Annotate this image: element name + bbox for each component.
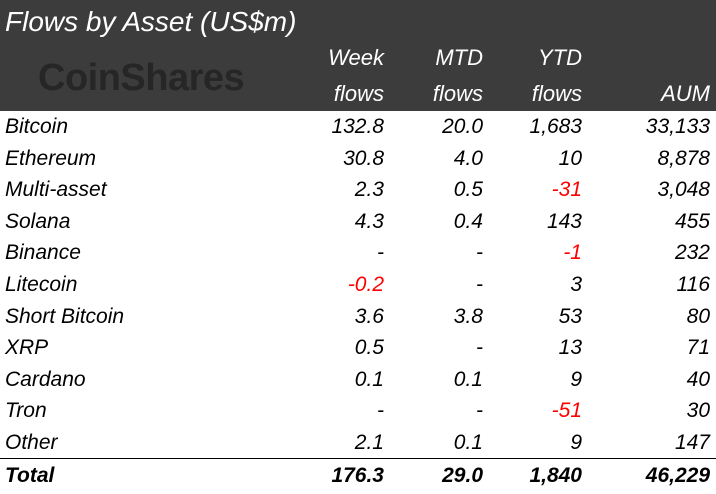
aum-value: 40 [686, 367, 710, 391]
total-week-flows: 176.3 [331, 464, 384, 487]
asset-name: Multi-asset [5, 178, 107, 202]
ytd-flows: 9 [570, 430, 582, 454]
asset-name: Tron [5, 399, 47, 423]
table-row: Litecoin -0.2 - 3 116 [0, 269, 716, 301]
mtd-flows: 20.0 [442, 115, 483, 138]
asset-name: XRP [5, 336, 49, 360]
column-header-week-line1: Week [328, 45, 384, 70]
week-flows: 0.5 [354, 336, 384, 360]
aum-value: 80 [686, 304, 710, 328]
mtd-flows: 0.5 [453, 178, 483, 202]
asset-name: Solana [5, 209, 71, 233]
total-mtd-flows: 29.0 [442, 464, 483, 487]
ytd-flows: 143 [546, 209, 582, 233]
week-flows: -0.2 [347, 272, 384, 296]
column-header-aum-line2: AUM [661, 81, 710, 106]
week-flows: 2.1 [354, 430, 384, 454]
ytd-flows: -1 [563, 241, 582, 265]
column-header-mtd-line1: MTD [435, 45, 483, 70]
ytd-flows: -31 [551, 178, 582, 202]
aum-value: 116 [676, 272, 710, 296]
mtd-flows: - [476, 399, 483, 423]
asset-name: Cardano [5, 367, 86, 391]
total-label: Total [5, 464, 55, 487]
table-row: Cardano 0.1 0.1 9 40 [0, 364, 716, 396]
aum-value: 33,133 [645, 115, 710, 138]
week-flows: - [377, 399, 384, 423]
column-header-ytd-line1: YTD [538, 45, 582, 70]
ytd-flows: 1,683 [529, 115, 582, 138]
table-row: Short Bitcoin 3.6 3.8 53 80 [0, 301, 716, 333]
table-row: Other 2.1 0.1 9 147 [0, 427, 716, 459]
mtd-flows: 0.4 [453, 209, 483, 233]
table-row: Binance - - -1 232 [0, 237, 716, 269]
table-row: XRP 0.5 - 13 71 [0, 332, 716, 364]
total-aum: 46,229 [645, 464, 710, 487]
table-row: Bitcoin 132.8 20.0 1,683 33,133 [0, 111, 716, 143]
mtd-flows: 4.0 [453, 146, 483, 170]
aum-value: 30 [686, 399, 710, 423]
total-row: Total 176.3 29.0 1,840 46,229 [0, 458, 716, 494]
asset-name: Ethereum [5, 146, 97, 170]
asset-name: Other [5, 430, 58, 454]
table-row: Solana 4.3 0.4 143 455 [0, 206, 716, 238]
week-flows: 2.3 [354, 178, 384, 202]
total-ytd-flows: 1,840 [529, 464, 582, 487]
asset-name: Bitcoin [5, 115, 69, 138]
ytd-flows: 9 [570, 367, 582, 391]
ytd-flows: 10 [558, 146, 582, 170]
week-flows: 30.8 [343, 146, 384, 170]
asset-name: Litecoin [5, 272, 78, 296]
table-row: Tron - - -51 30 [0, 395, 716, 427]
ytd-flows: -51 [551, 399, 582, 423]
mtd-flows: - [476, 241, 483, 265]
week-flows: 0.1 [354, 367, 384, 391]
aum-value: 71 [686, 336, 710, 360]
ytd-flows: 53 [558, 304, 582, 328]
ytd-flows: 13 [558, 336, 582, 360]
mtd-flows: - [476, 336, 483, 360]
mtd-flows: 0.1 [453, 367, 483, 391]
asset-name: Short Bitcoin [5, 304, 125, 328]
table-row: Multi-asset 2.3 0.5 -31 3,048 [0, 174, 716, 206]
week-flows: - [377, 241, 384, 265]
aum-value: 147 [674, 430, 710, 454]
asset-name: Binance [5, 241, 81, 265]
column-header-mtd-line2: flows [432, 81, 483, 106]
page-title: Flows by Asset (US$m) [5, 6, 297, 37]
week-flows: 4.3 [354, 209, 384, 233]
aum-value: 8,878 [657, 146, 710, 170]
week-flows: 3.6 [354, 304, 384, 328]
aum-value: 455 [674, 209, 710, 233]
mtd-flows: 0.1 [453, 430, 483, 454]
ytd-flows: 3 [570, 272, 582, 296]
column-header-ytd-line2: flows [531, 81, 582, 106]
aum-value: 3,048 [657, 178, 710, 202]
coinshares-logo: CoinShares [38, 57, 245, 99]
aum-value: 232 [674, 241, 710, 265]
table-body: Bitcoin 132.8 20.0 1,683 33,133 Ethereum 30.8 4… [0, 111, 716, 459]
table-row: Ethereum 30.8 4.0 10 8,878 [0, 143, 716, 175]
mtd-flows: - [476, 272, 483, 296]
table-header: Flows by Asset (US$m) CoinShares Week fl… [0, 0, 716, 111]
column-header-week-line2: flows [333, 81, 384, 106]
mtd-flows: 3.8 [453, 304, 483, 328]
week-flows: 132.8 [331, 115, 384, 138]
